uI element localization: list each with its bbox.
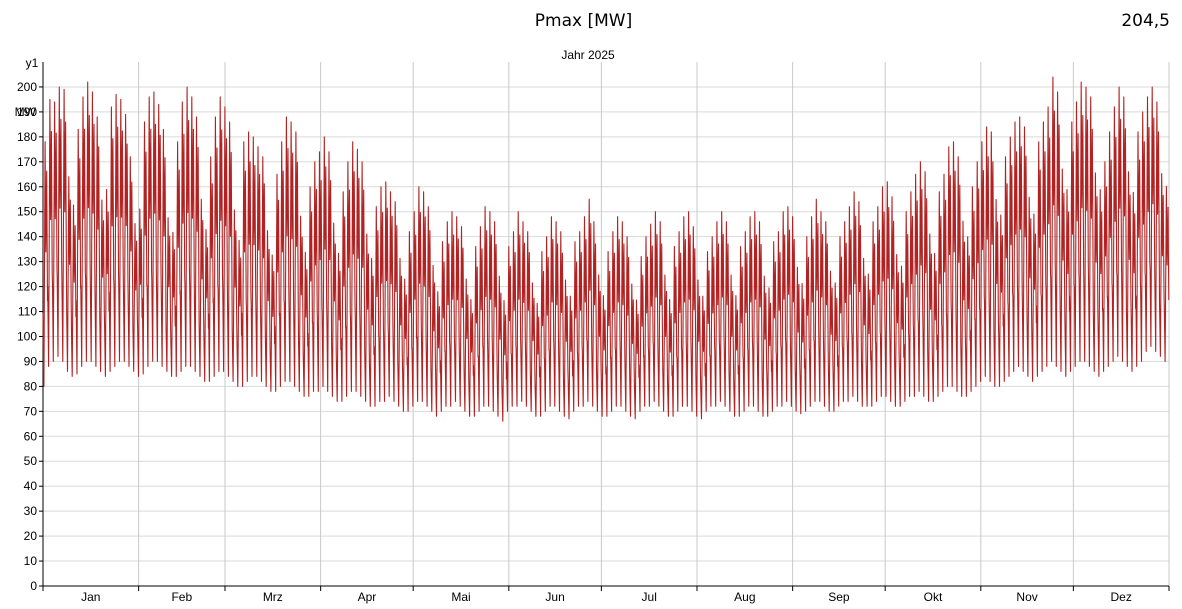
x-tick-label: Aug bbox=[734, 590, 755, 604]
max-value-readout: 204,5 bbox=[1121, 11, 1170, 31]
x-tick-label: Apr bbox=[358, 590, 377, 604]
y-tick-label: 140 bbox=[17, 230, 37, 244]
y-tick-label: 170 bbox=[17, 155, 37, 169]
x-tick-label: Jun bbox=[545, 590, 564, 604]
x-tick-label: Dez bbox=[1111, 590, 1132, 604]
y-tick-label: 190 bbox=[17, 105, 37, 119]
y-tick-label: 120 bbox=[17, 280, 37, 294]
y-tick-label: 50 bbox=[24, 454, 38, 468]
x-tick-label: Mai bbox=[451, 590, 470, 604]
series-line bbox=[42, 76, 1170, 422]
y-tick-label: 30 bbox=[24, 504, 38, 518]
y-tick-label: 110 bbox=[18, 305, 37, 319]
y-tick-label: 130 bbox=[17, 255, 37, 269]
y-tick-label: 180 bbox=[17, 130, 37, 144]
x-tick-label: Okt bbox=[924, 590, 943, 604]
y-tick-label: 80 bbox=[24, 379, 38, 393]
y-tick-label: 70 bbox=[24, 404, 38, 418]
x-tick-label: Feb bbox=[171, 590, 192, 604]
y-tick-label: 20 bbox=[24, 529, 38, 543]
x-tick-label: Jan bbox=[81, 590, 100, 604]
chart-header-title: Pmax [MW] bbox=[534, 11, 633, 31]
chart-title: Jahr 2025 bbox=[561, 48, 615, 62]
x-tick-label: Sep bbox=[828, 590, 850, 604]
y-tick-label: 90 bbox=[24, 354, 38, 368]
y-tick-label: 200 bbox=[17, 80, 37, 94]
x-tick-label: Nov bbox=[1016, 590, 1037, 604]
x-tick-label: Mrz bbox=[263, 590, 283, 604]
y-tick-label: 10 bbox=[24, 554, 38, 568]
y-tick-label: 150 bbox=[17, 205, 37, 219]
x-tick-label: Jul bbox=[642, 590, 657, 604]
y-tick-label: 40 bbox=[24, 479, 38, 493]
y-axis-unit: MW bbox=[15, 105, 37, 119]
y-tick-label: 100 bbox=[17, 329, 37, 343]
y-axis-name: y1 bbox=[26, 56, 39, 70]
y-tick-label: 60 bbox=[24, 429, 38, 443]
y-tick-label: 160 bbox=[17, 180, 37, 194]
y-tick-label: 0 bbox=[30, 579, 37, 593]
